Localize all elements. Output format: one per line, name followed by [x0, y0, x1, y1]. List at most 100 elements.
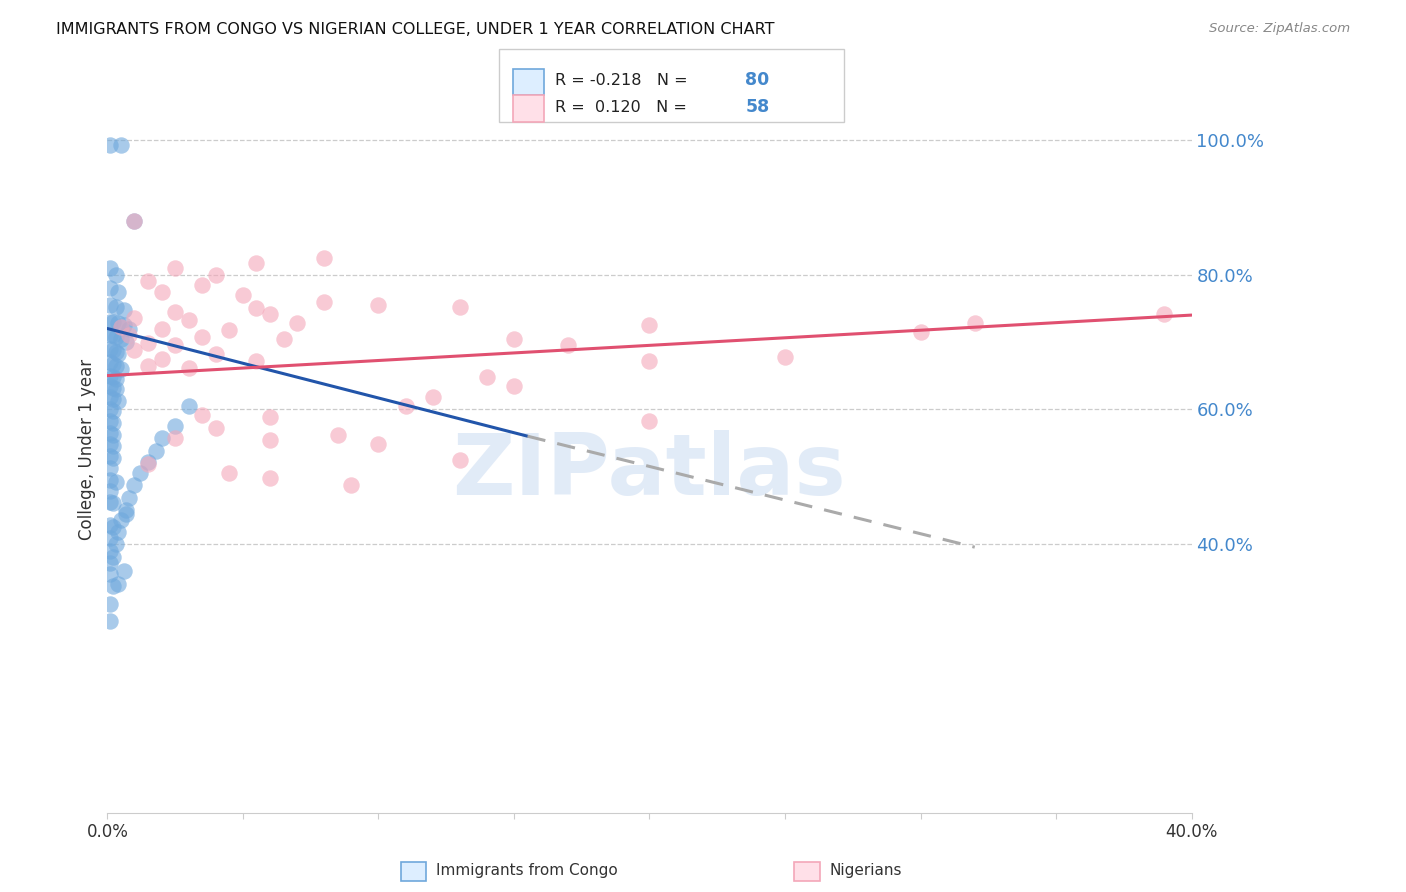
- Point: [101, 439, 124, 453]
- Point: [136, 336, 159, 351]
- Point: [136, 455, 159, 469]
- Point: [101, 450, 124, 465]
- Point: [204, 347, 226, 361]
- Point: [449, 300, 471, 314]
- Point: [104, 359, 127, 373]
- Point: [204, 421, 226, 435]
- Point: [98, 315, 121, 329]
- Point: [136, 359, 159, 373]
- Point: [104, 329, 127, 343]
- Text: R =  0.120   N =: R = 0.120 N =: [555, 100, 692, 114]
- Point: [367, 437, 389, 451]
- Point: [136, 275, 159, 289]
- Point: [165, 260, 187, 275]
- Point: [98, 355, 121, 369]
- Point: [101, 357, 124, 371]
- Point: [98, 402, 121, 417]
- Point: [107, 524, 129, 539]
- Point: [118, 321, 141, 335]
- Point: [503, 332, 526, 346]
- Point: [165, 338, 187, 352]
- Point: [177, 360, 200, 375]
- Point: [101, 328, 124, 343]
- Point: [104, 345, 127, 359]
- Point: [112, 318, 135, 333]
- Point: [101, 496, 124, 510]
- Text: 80: 80: [745, 71, 769, 89]
- Text: IMMIGRANTS FROM CONGO VS NIGERIAN COLLEGE, UNDER 1 YEAR CORRELATION CHART: IMMIGRANTS FROM CONGO VS NIGERIAN COLLEG…: [56, 22, 775, 37]
- Point: [165, 304, 187, 318]
- Point: [232, 288, 254, 302]
- Point: [98, 614, 121, 628]
- Text: Immigrants from Congo: Immigrants from Congo: [436, 863, 617, 878]
- Point: [557, 338, 579, 352]
- Point: [314, 294, 336, 309]
- Point: [98, 368, 121, 383]
- Point: [107, 394, 129, 409]
- Text: R = -0.218   N =: R = -0.218 N =: [555, 73, 693, 87]
- Point: [259, 410, 281, 425]
- Point: [367, 298, 389, 312]
- Point: [98, 495, 121, 509]
- Point: [129, 466, 152, 480]
- Point: [112, 302, 135, 317]
- Point: [165, 430, 187, 444]
- Point: [145, 444, 167, 458]
- Point: [98, 518, 121, 533]
- Point: [98, 437, 121, 451]
- Point: [98, 425, 121, 440]
- Point: [150, 321, 173, 335]
- Point: [101, 416, 124, 430]
- Point: [773, 350, 796, 364]
- Point: [101, 381, 124, 395]
- Point: [98, 461, 121, 475]
- Point: [204, 268, 226, 282]
- Text: 58: 58: [745, 98, 769, 116]
- Point: [98, 473, 121, 487]
- Point: [104, 268, 127, 282]
- Point: [101, 392, 124, 407]
- Point: [124, 343, 146, 357]
- Point: [150, 285, 173, 299]
- Point: [245, 301, 267, 316]
- Point: [115, 507, 138, 521]
- Point: [110, 362, 132, 376]
- Point: [101, 343, 124, 357]
- Text: Nigerians: Nigerians: [830, 863, 903, 878]
- Point: [394, 399, 416, 413]
- Point: [98, 328, 121, 343]
- Point: [98, 298, 121, 312]
- Point: [98, 543, 121, 558]
- Point: [1153, 307, 1175, 321]
- Point: [118, 491, 141, 505]
- Point: [98, 137, 121, 152]
- Point: [101, 403, 124, 417]
- Point: [259, 307, 281, 321]
- Point: [98, 556, 121, 570]
- Point: [177, 313, 200, 327]
- Point: [638, 318, 661, 333]
- Point: [98, 532, 121, 546]
- Point: [191, 277, 214, 292]
- Point: [150, 430, 173, 444]
- Point: [285, 316, 308, 330]
- Point: [107, 316, 129, 330]
- Point: [340, 477, 363, 491]
- Point: [124, 214, 146, 228]
- Text: ZIPatlas: ZIPatlas: [453, 430, 846, 513]
- Point: [98, 342, 121, 356]
- Point: [98, 414, 121, 428]
- Point: [107, 285, 129, 299]
- Point: [115, 334, 138, 349]
- Point: [110, 513, 132, 527]
- Point: [475, 370, 498, 384]
- Point: [98, 260, 121, 275]
- Point: [638, 414, 661, 428]
- Point: [104, 372, 127, 386]
- Point: [101, 427, 124, 442]
- Point: [124, 311, 146, 326]
- Point: [245, 255, 267, 269]
- Point: [191, 329, 214, 343]
- Point: [118, 328, 141, 343]
- Point: [910, 325, 932, 339]
